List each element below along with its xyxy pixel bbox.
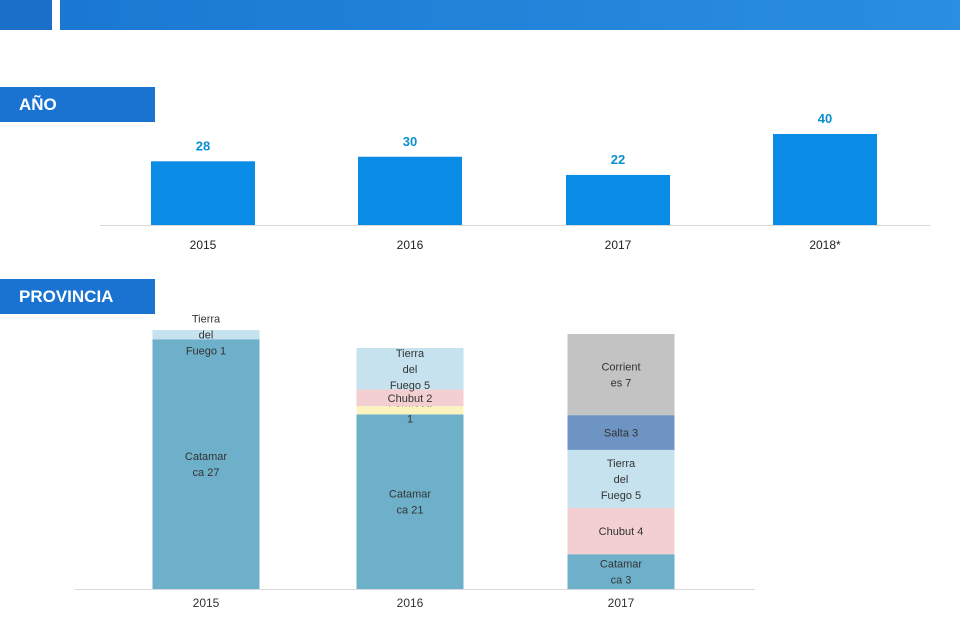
segment-label: Chubut 4 bbox=[599, 526, 644, 538]
section-label-province: PROVINCIA bbox=[0, 279, 155, 314]
bar bbox=[151, 161, 255, 225]
x-tick-label: 2016 bbox=[397, 238, 424, 252]
data-label: 40 bbox=[818, 111, 832, 126]
stack-segment bbox=[356, 389, 464, 407]
segment-label: Salta 3 bbox=[604, 428, 638, 440]
bar bbox=[773, 134, 877, 225]
stack-segment bbox=[152, 330, 260, 340]
x-tick-label: 2017 bbox=[605, 238, 632, 252]
segment-label: Catamar ca 21 bbox=[389, 489, 432, 517]
x-tick-label: 2018* bbox=[809, 238, 841, 252]
stack-segment bbox=[356, 414, 464, 589]
data-label: 30 bbox=[403, 134, 417, 149]
year-bar-chart: 28 2015 30 2016 22 2017 40 2018* bbox=[100, 111, 930, 252]
stack-segment bbox=[356, 406, 464, 415]
section-label-year: AÑO bbox=[0, 87, 155, 122]
x-tick-label: 2015 bbox=[193, 596, 220, 610]
stack-segment bbox=[567, 449, 675, 508]
segment-label: Tierra del Fuego 5 bbox=[390, 348, 430, 392]
stack-segment bbox=[567, 415, 675, 450]
stack-segment bbox=[356, 348, 464, 390]
data-label: 28 bbox=[196, 138, 210, 153]
header-bar bbox=[60, 0, 960, 30]
x-tick-label: 2015 bbox=[190, 238, 217, 252]
stack-segment bbox=[567, 334, 675, 416]
segment-label: Tierra del Fuego 1 bbox=[186, 314, 226, 358]
bar bbox=[358, 156, 462, 225]
bar bbox=[566, 174, 670, 225]
stack-segment bbox=[567, 507, 675, 555]
segment-label: Chubut 2 bbox=[388, 393, 433, 405]
stack-segment bbox=[152, 339, 260, 589]
x-tick-label: 2016 bbox=[397, 596, 424, 610]
x-tick-label: 2017 bbox=[608, 596, 635, 610]
segment-label: Tierra del Fuego 5 bbox=[601, 458, 641, 502]
header-accent-block bbox=[0, 0, 52, 30]
segment-label: Corrient es 7 bbox=[601, 362, 640, 390]
data-label: 22 bbox=[611, 152, 625, 167]
segment-label: Catamar ca 27 bbox=[185, 451, 228, 479]
segment-label: Catamar ca 3 bbox=[600, 559, 643, 587]
stack-segment bbox=[567, 554, 675, 589]
